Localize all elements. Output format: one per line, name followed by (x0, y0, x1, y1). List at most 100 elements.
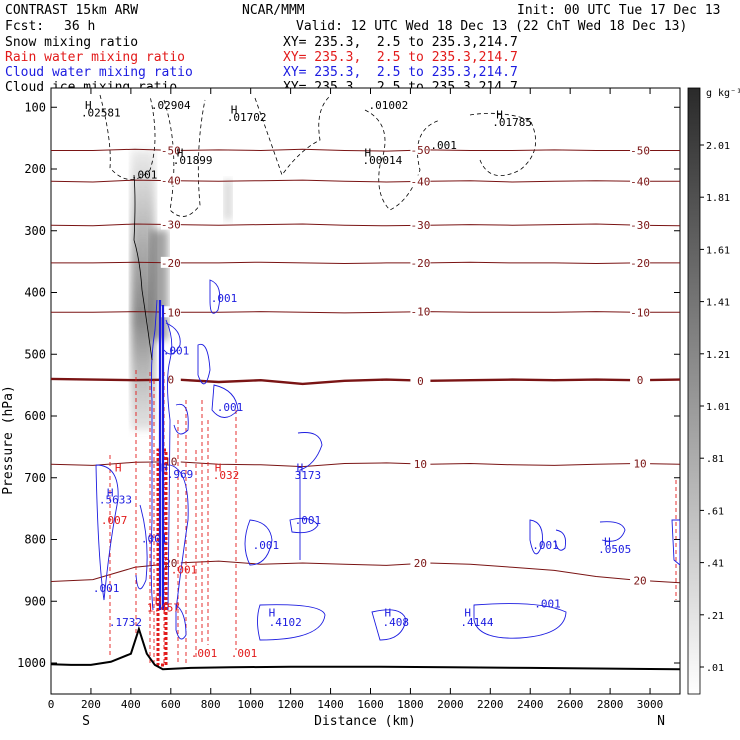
temperature-label-bg (160, 373, 181, 385)
cloud-contour (289, 517, 319, 534)
cloud-contour (135, 504, 148, 590)
field-label: .4144 (460, 616, 493, 629)
field-label: H (297, 462, 304, 475)
temperature-label: -30 (410, 219, 430, 232)
x-tick-label: 2200 (477, 698, 504, 711)
y-tick-label: 800 (24, 533, 46, 547)
field-label: .01785 (492, 116, 532, 129)
temperature-label: 10 (414, 458, 427, 471)
y-tick-label: 100 (24, 100, 46, 114)
colorbar-label: 1.81 (706, 193, 730, 204)
x-tick-label: 400 (121, 698, 141, 711)
field-label: H (215, 462, 222, 475)
field-max-labels: H.02581.02904 H.01702.01002H.01785H.01899… (81, 99, 631, 660)
temperature-label-bg (160, 556, 181, 568)
temperature-label: -50 (161, 144, 181, 157)
field-label: H (365, 147, 372, 160)
field-cloudwater-name: Cloud water mixing ratio (5, 65, 193, 80)
cloud-contour (175, 604, 187, 640)
field-label: H (115, 462, 122, 475)
temperature-label-bg (410, 374, 431, 386)
cloud-contour (165, 319, 173, 611)
y-tick-label: 700 (24, 471, 46, 485)
temperature-label-bg (630, 144, 651, 156)
field-label: H (107, 486, 114, 499)
cloud-water-contours (95, 279, 680, 641)
field-label: .001 (93, 582, 120, 595)
cloud-contour (671, 519, 680, 566)
temperature-label-bg (630, 219, 651, 231)
init-time: Init: 00 UTC Tue 17 Dec 13 (517, 3, 721, 18)
cloud-contour (173, 403, 189, 435)
field-label: .001 (430, 139, 457, 152)
field-label: .001 (217, 401, 244, 414)
ice-contour (99, 94, 156, 180)
temperature-contour (51, 261, 680, 265)
cloud-contour (257, 604, 326, 641)
temperature-contour (51, 461, 680, 468)
y-tick-label: 900 (24, 594, 46, 608)
ice-contour (254, 95, 331, 176)
colorbar-label: .41 (706, 559, 724, 570)
temperature-label: -20 (161, 257, 181, 270)
y-tick-label: 300 (24, 224, 46, 238)
ice-contour (163, 99, 206, 217)
temperature-label-bg (160, 218, 181, 230)
field-cloudwater-xy: XY= 235.3, 2.5 to 235.3,214.7 (283, 65, 518, 80)
x-tick-label: 2400 (517, 698, 544, 711)
model-title: CONTRAST 15km ARW (5, 3, 139, 18)
cloud-contour (371, 609, 407, 641)
temperature-label-bg (410, 219, 431, 231)
field-label: .02904 (151, 99, 191, 112)
temperature-label: -30 (630, 219, 650, 232)
temperature-label-bg (160, 306, 181, 318)
x-tick-label: 800 (201, 698, 221, 711)
temperature-contour (51, 560, 680, 584)
cloud-contour (209, 279, 221, 314)
field-label: H (155, 594, 162, 607)
cloud-contour (169, 464, 189, 611)
temperature-label-bg (630, 256, 651, 268)
field-label: .01002 (368, 99, 408, 112)
temperature-label: -50 (630, 144, 650, 157)
temperature-label: 0 (167, 374, 174, 387)
field-rain-name: Rain water mixing ratio (5, 50, 186, 65)
x-tick-label: 2800 (597, 698, 624, 711)
field-label: H (161, 462, 168, 475)
colorbar-label: 1.01 (706, 402, 730, 413)
field-label: .007 (101, 514, 128, 527)
temperature-label-bg (410, 175, 431, 187)
temperature-label: -40 (630, 175, 650, 188)
colorbar-label: 1.61 (706, 245, 730, 256)
temperature-contour (51, 377, 680, 386)
field-label: .5633 (99, 494, 132, 507)
x-tick-label: 1000 (237, 698, 264, 711)
field-label: H (269, 607, 276, 620)
temperature-label-bg (410, 458, 431, 470)
temperature-label: 0 (637, 374, 644, 387)
x-tick-label: 2000 (437, 698, 464, 711)
field-label: .01702 (227, 111, 267, 124)
temperature-contour-labels: -50 -50 -50 -40 -40 -40 -30 -30 -30 -20 -20 -20 -10 -… (160, 143, 651, 587)
cloud-contour (599, 521, 626, 542)
temperature-label: -40 (161, 175, 181, 188)
forecast-label: Fcst: (5, 19, 45, 34)
temperature-label-bg (410, 305, 431, 317)
snow-plume-small (224, 180, 232, 220)
temperature-label-bg (410, 143, 431, 155)
x-tick-label: 200 (81, 698, 101, 711)
colorbar-label: 1.41 (706, 298, 730, 309)
field-label: .001 (231, 647, 258, 660)
temperature-label: -40 (410, 175, 430, 188)
y-tick-label: 500 (24, 347, 46, 361)
cloud-contour (211, 384, 239, 418)
field-snow-xy: XY= 235.3, 2.5 to 235.3,214.7 (283, 35, 518, 50)
x-tick-label: 2600 (557, 698, 584, 711)
temperature-label-bg (160, 144, 181, 156)
cloud-contour (95, 464, 119, 601)
temperature-label-bg (630, 374, 651, 386)
temperature-label: -30 (161, 219, 181, 232)
rain-core-bars (156, 448, 168, 667)
field-label: .408 (382, 616, 409, 629)
